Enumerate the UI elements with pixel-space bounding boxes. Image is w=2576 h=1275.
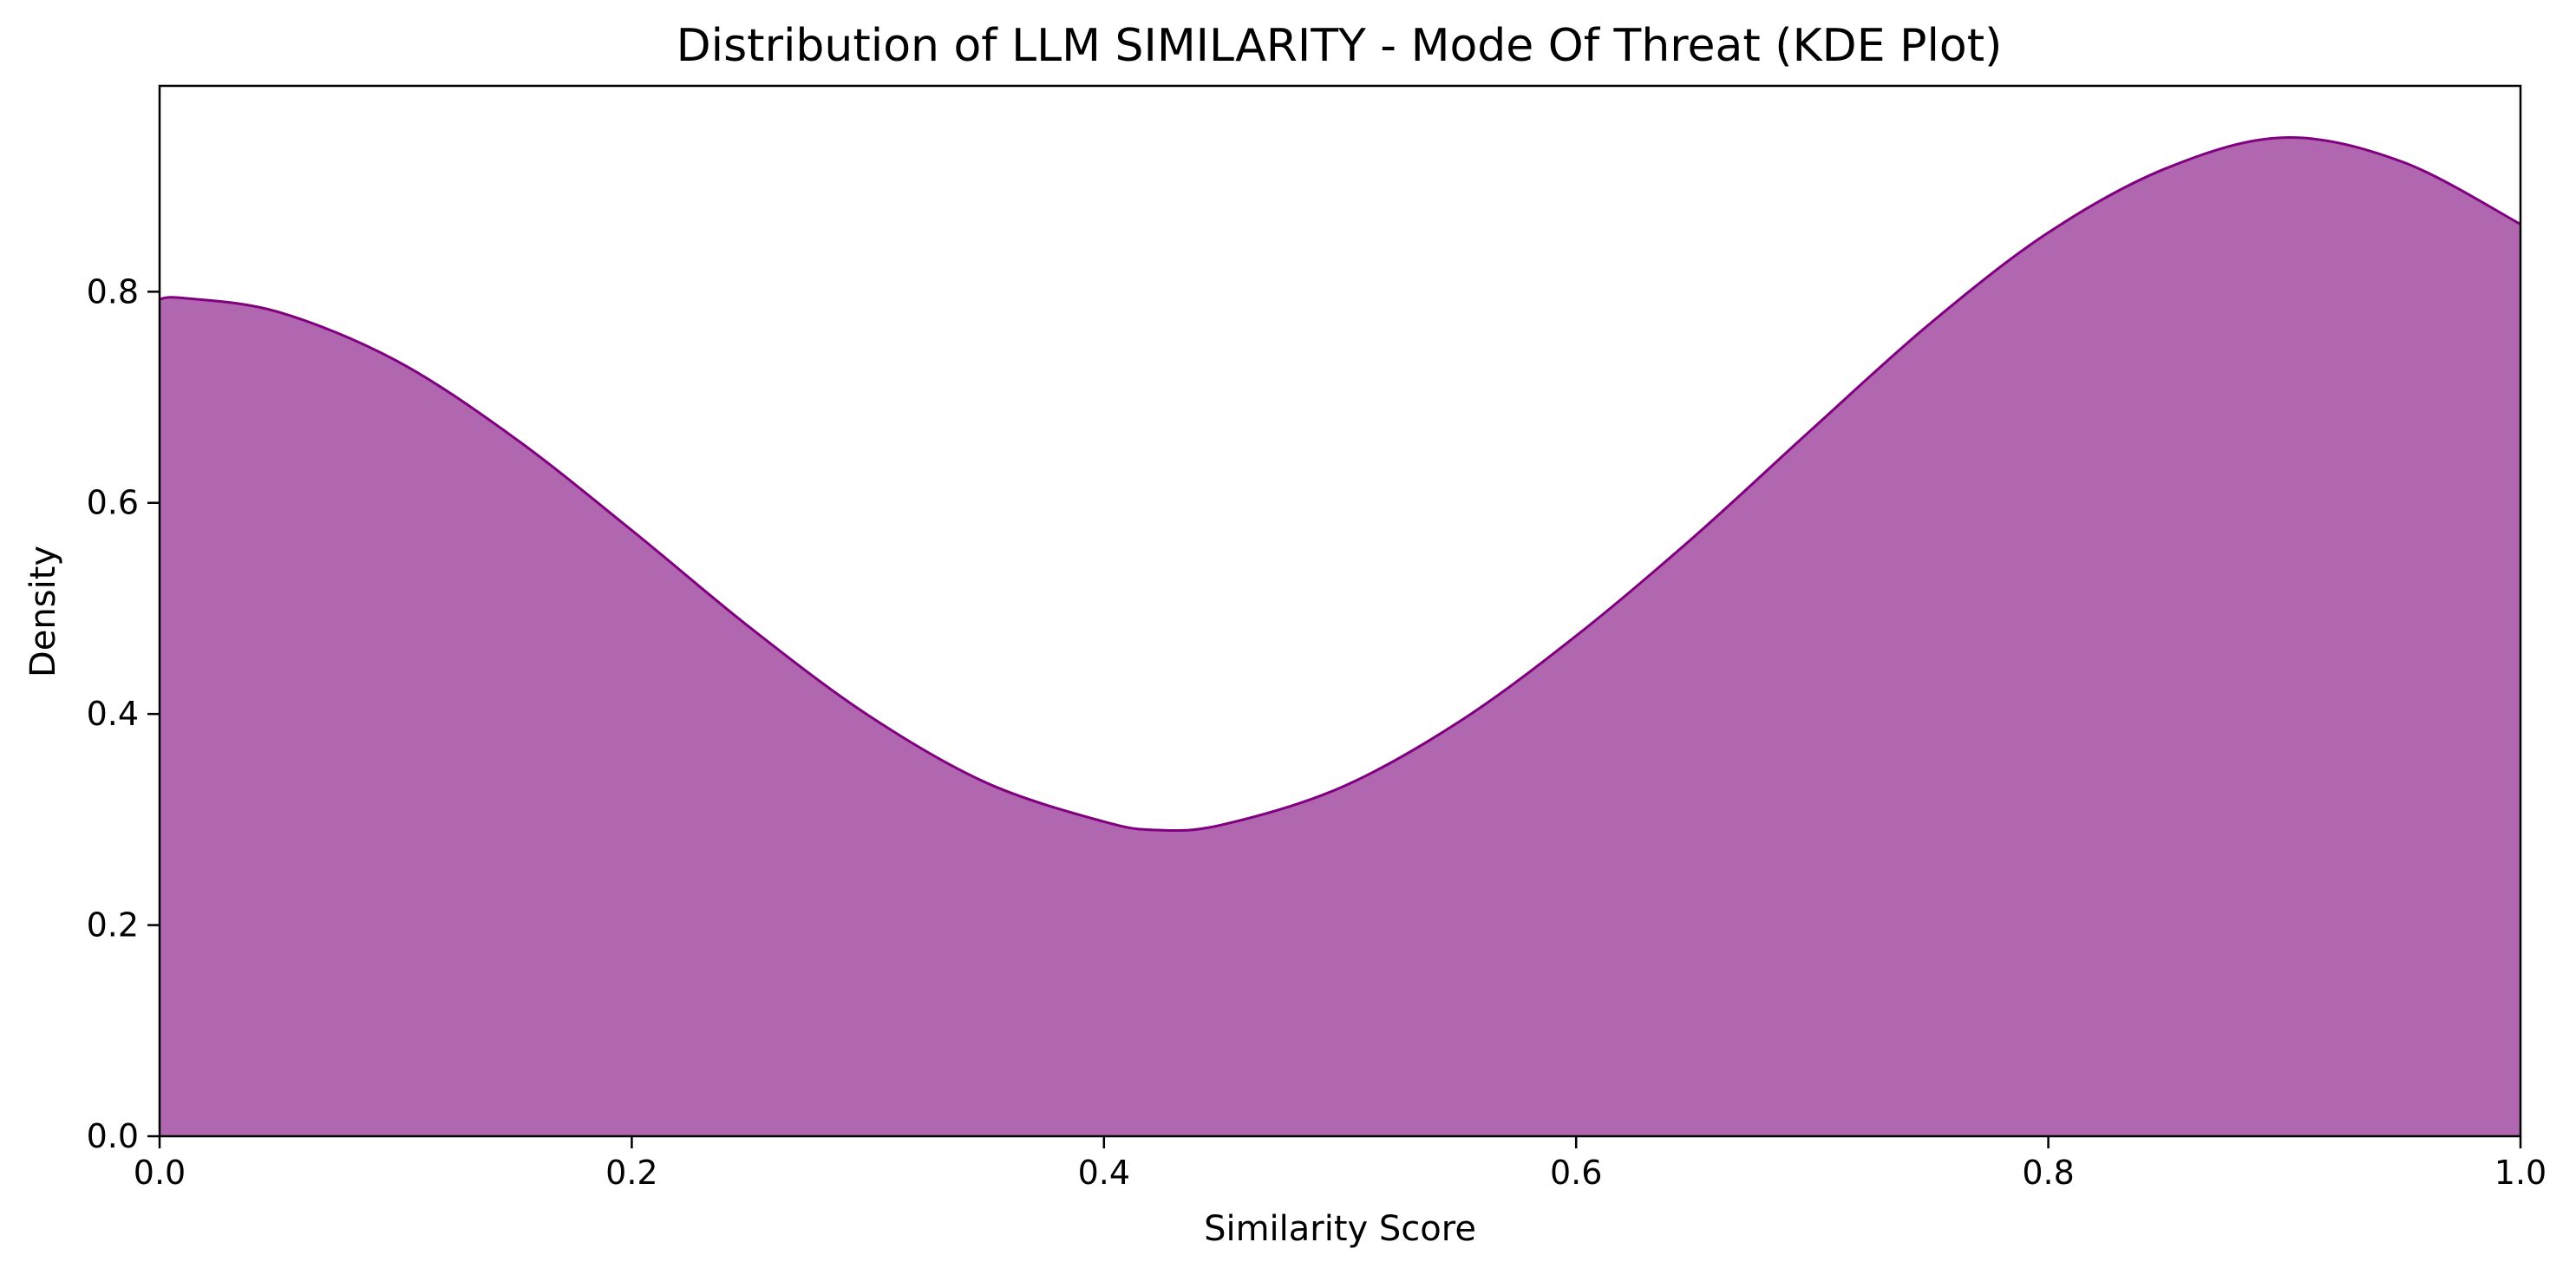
y-tick-label: 0.4 xyxy=(87,695,139,733)
plot-area xyxy=(159,136,2521,1136)
y-tick-label: 0.8 xyxy=(87,272,139,311)
chart-title: Distribution of LLM SIMILARITY - Mode Of… xyxy=(677,20,2003,72)
x-tick-label: 1.0 xyxy=(2494,1154,2547,1192)
x-axis-label: Similarity Score xyxy=(1204,1209,1476,1249)
y-tick-label: 0.0 xyxy=(87,1117,139,1155)
y-axis-label: Density xyxy=(23,546,63,677)
y-tick-label: 0.6 xyxy=(87,484,139,522)
y-tick-label: 0.2 xyxy=(87,906,139,945)
y-axis: 0.0 0.2 0.4 0.6 0.8 xyxy=(87,272,160,1155)
x-axis: 0.0 0.2 0.4 0.6 0.8 1.0 xyxy=(134,1136,2547,1192)
x-tick-label: 0.2 xyxy=(605,1154,657,1192)
kde-area-fill xyxy=(160,137,2520,1136)
x-tick-label: 0.4 xyxy=(1078,1154,1130,1192)
kde-curve-line xyxy=(159,136,2521,833)
x-tick-label: 0.6 xyxy=(1550,1154,1602,1192)
x-tick-label: 0.8 xyxy=(2022,1154,2074,1192)
plot-frame xyxy=(158,84,2522,1138)
x-tick-label: 0.0 xyxy=(134,1154,186,1192)
